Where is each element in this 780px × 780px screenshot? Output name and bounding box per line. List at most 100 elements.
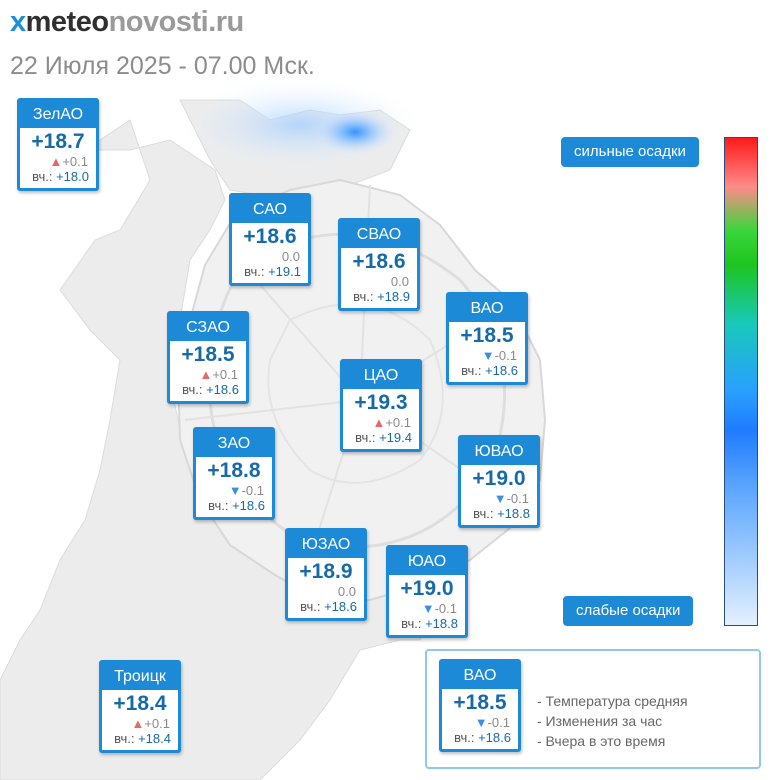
yesterday-label: вч.: <box>353 289 378 304</box>
yesterday-row: вч.: +18.0 <box>20 169 96 188</box>
district-name: ВАО <box>442 662 518 689</box>
yesterday-label: вч.: <box>454 730 479 745</box>
yesterday-label: вч.: <box>355 430 380 445</box>
yesterday-label: вч.: <box>401 616 426 631</box>
arrow-down-icon: ▼ <box>421 601 435 616</box>
district-card-zao[interactable]: ЗАО +18.8 ▼-0.1 вч.: +18.6 <box>193 427 275 520</box>
yesterday-row: вч.: +18.6 <box>442 730 518 749</box>
hourly-change: ▼-0.1 <box>389 601 465 616</box>
light-precip-label: слабые осадки <box>563 596 694 626</box>
yesterday-value: +18.8 <box>425 616 458 631</box>
yesterday-value: +18.4 <box>138 731 171 746</box>
yesterday-row: вч.: +19.4 <box>343 430 419 449</box>
district-name: САО <box>232 196 308 223</box>
district-card-szao[interactable]: СЗАО +18.5 ▲+0.1 вч.: +18.6 <box>167 311 249 404</box>
yesterday-value: +19.4 <box>379 430 412 445</box>
change-value: -0.1 <box>506 491 529 506</box>
district-card-vao[interactable]: ВАО +18.5 ▼-0.1 вч.: +18.6 <box>446 292 528 385</box>
hourly-change: ▲+0.1 <box>20 154 96 169</box>
district-card-troitsk[interactable]: Троицк +18.4 ▲+0.1 вч.: +18.4 <box>99 660 181 753</box>
hourly-change: ▼-0.1 <box>449 348 525 363</box>
yesterday-value: +18.6 <box>485 363 518 378</box>
district-card-svao[interactable]: СВАО +18.6 0.0 вч.: +18.9 <box>338 218 420 311</box>
yesterday-row: вч.: +18.6 <box>288 599 364 618</box>
yesterday-label: вч.: <box>114 731 139 746</box>
arrow-down-icon: ▼ <box>481 348 495 363</box>
yesterday-value: +18.6 <box>206 382 239 397</box>
change-value: +0.1 <box>385 415 411 430</box>
precip-core <box>315 110 395 154</box>
district-card-yuzao[interactable]: ЮЗАО +18.9 0.0 вч.: +18.6 <box>285 528 367 621</box>
yesterday-label: вч.: <box>244 264 269 279</box>
district-name: СЗАО <box>170 314 246 341</box>
hourly-change: ▼-0.1 <box>442 715 518 730</box>
change-value: 0.0 <box>337 584 356 599</box>
temperature-average: +18.5 <box>181 343 235 366</box>
legend-item-change: - Изменения за час <box>537 713 663 729</box>
district-name: ЦАО <box>343 362 419 389</box>
change-value: -0.1 <box>494 348 517 363</box>
hourly-change: 0.0 <box>341 274 417 289</box>
temperature-average: +18.6 <box>352 250 406 273</box>
district-card-sao[interactable]: САО +18.6 0.0 вч.: +19.1 <box>229 193 311 286</box>
district-card-zelao[interactable]: ЗелАО +18.7 ▲+0.1 вч.: +18.0 <box>17 98 99 191</box>
district-name: ЗАО <box>196 430 272 457</box>
district-name: ЮВАО <box>461 438 537 465</box>
yesterday-row: вч.: +18.6 <box>196 498 272 517</box>
change-value: -0.1 <box>434 601 457 616</box>
change-value: -0.1 <box>241 483 264 498</box>
temperature-average: +18.7 <box>31 130 85 153</box>
hourly-change: 0.0 <box>232 249 308 264</box>
yesterday-value: +19.1 <box>268 264 301 279</box>
temperature-average: +19.0 <box>400 577 454 600</box>
road-ring-2 <box>267 303 444 484</box>
yesterday-label: вч.: <box>32 169 57 184</box>
temperature-average: +18.4 <box>113 692 167 715</box>
arrow-up-icon: ▲ <box>372 415 386 430</box>
yesterday-row: вч.: +18.8 <box>389 616 465 635</box>
heavy-precip-label: сильные осадки <box>561 137 699 167</box>
forecast-datetime: 22 Июля 2025 - 07.00 Мск. <box>10 52 315 80</box>
arrow-down-icon: ▼ <box>228 483 242 498</box>
logo-part-meteo: meteo <box>25 6 109 38</box>
district-name: ЮАО <box>389 548 465 575</box>
district-card-cao[interactable]: ЦАО +19.3 ▲+0.1 вч.: +19.4 <box>340 359 422 452</box>
temperature-average: +18.9 <box>299 560 353 583</box>
yesterday-row: вч.: +19.1 <box>232 264 308 283</box>
arrow-up-icon: ▲ <box>131 716 145 731</box>
arrow-up-icon: ▲ <box>199 367 213 382</box>
yesterday-label: вч.: <box>300 599 325 614</box>
yesterday-value: +18.6 <box>478 730 511 745</box>
yesterday-label: вч.: <box>461 363 486 378</box>
district-name: ЗелАО <box>20 101 96 128</box>
legend-item-temperature: - Температура средняя <box>537 693 688 709</box>
site-logo[interactable]: хmeteonovosti.ru <box>10 6 244 39</box>
change-value: +0.1 <box>144 716 170 731</box>
temperature-average: +19.3 <box>354 391 408 414</box>
change-value: +0.1 <box>212 367 238 382</box>
change-value: +0.1 <box>62 154 88 169</box>
logo-part-domain: .ru <box>208 6 244 38</box>
yesterday-label: вч.: <box>182 382 207 397</box>
yesterday-value: +18.9 <box>377 289 410 304</box>
legend: ВАО +18.5 ▼-0.1 вч.: +18.6 - Температура ср… <box>425 649 761 769</box>
hourly-change: ▼-0.1 <box>461 491 537 506</box>
hourly-change: ▲+0.1 <box>343 415 419 430</box>
arrow-down-icon: ▼ <box>493 491 507 506</box>
district-card-yuvao[interactable]: ЮВАО +19.0 ▼-0.1 вч.: +18.8 <box>458 435 540 528</box>
legend-item-yesterday: - Вчера в это время <box>537 733 666 749</box>
logo-mark: х <box>10 6 26 38</box>
hourly-change: ▲+0.1 <box>102 716 178 731</box>
district-card-yuao[interactable]: ЮАО +19.0 ▼-0.1 вч.: +18.8 <box>386 545 468 638</box>
yesterday-row: вч.: +18.9 <box>341 289 417 308</box>
temperature-average: +18.8 <box>207 459 261 482</box>
yesterday-value: +18.6 <box>232 498 265 513</box>
temperature-average: +18.6 <box>243 225 297 248</box>
precip-scale-bar <box>724 137 758 626</box>
yesterday-value: +18.0 <box>56 169 89 184</box>
hourly-change: ▼-0.1 <box>196 483 272 498</box>
yesterday-label: вч.: <box>208 498 233 513</box>
change-value: 0.0 <box>281 249 300 264</box>
yesterday-row: вч.: +18.6 <box>449 363 525 382</box>
hourly-change: 0.0 <box>288 584 364 599</box>
